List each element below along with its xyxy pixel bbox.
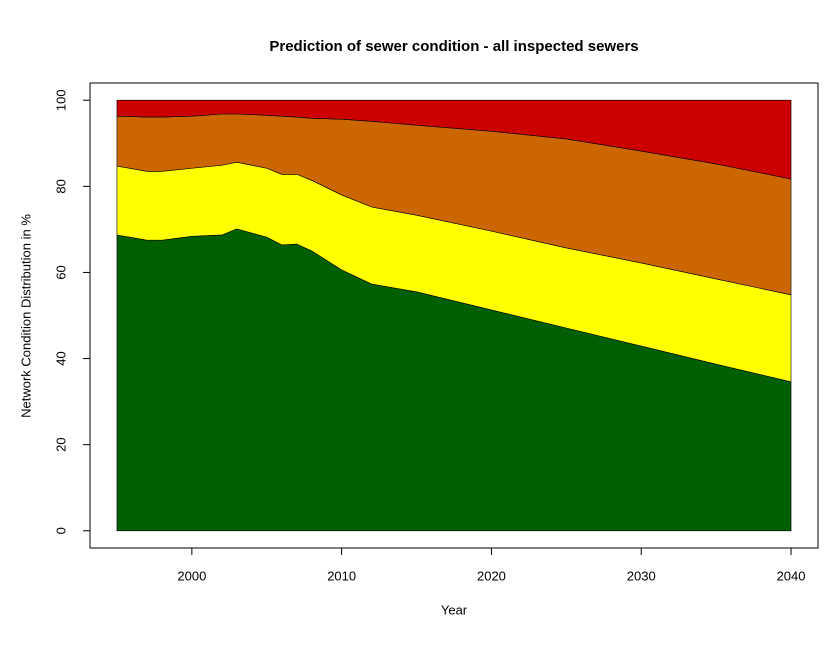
y-axis-label: Network Condition Distribution in %: [18, 214, 33, 418]
y-tick-label: 100: [53, 89, 68, 111]
x-tick-label: 2040: [777, 568, 806, 583]
x-tick-label: 2010: [327, 568, 356, 583]
chart-title: Prediction of sewer condition - all insp…: [269, 38, 638, 55]
x-tick-label: 2000: [177, 568, 206, 583]
area: [116, 99, 792, 180]
x-tick-label: 2030: [627, 568, 656, 583]
y-tick-label: 40: [53, 351, 68, 365]
y-tick-label: 80: [53, 179, 68, 193]
y-tick-label: 60: [53, 265, 68, 279]
y-tick-label: 20: [53, 437, 68, 451]
x-axis-label: Year: [441, 602, 468, 617]
y-tick-label: 0: [53, 527, 68, 534]
x-tick-label: 2020: [477, 568, 506, 583]
